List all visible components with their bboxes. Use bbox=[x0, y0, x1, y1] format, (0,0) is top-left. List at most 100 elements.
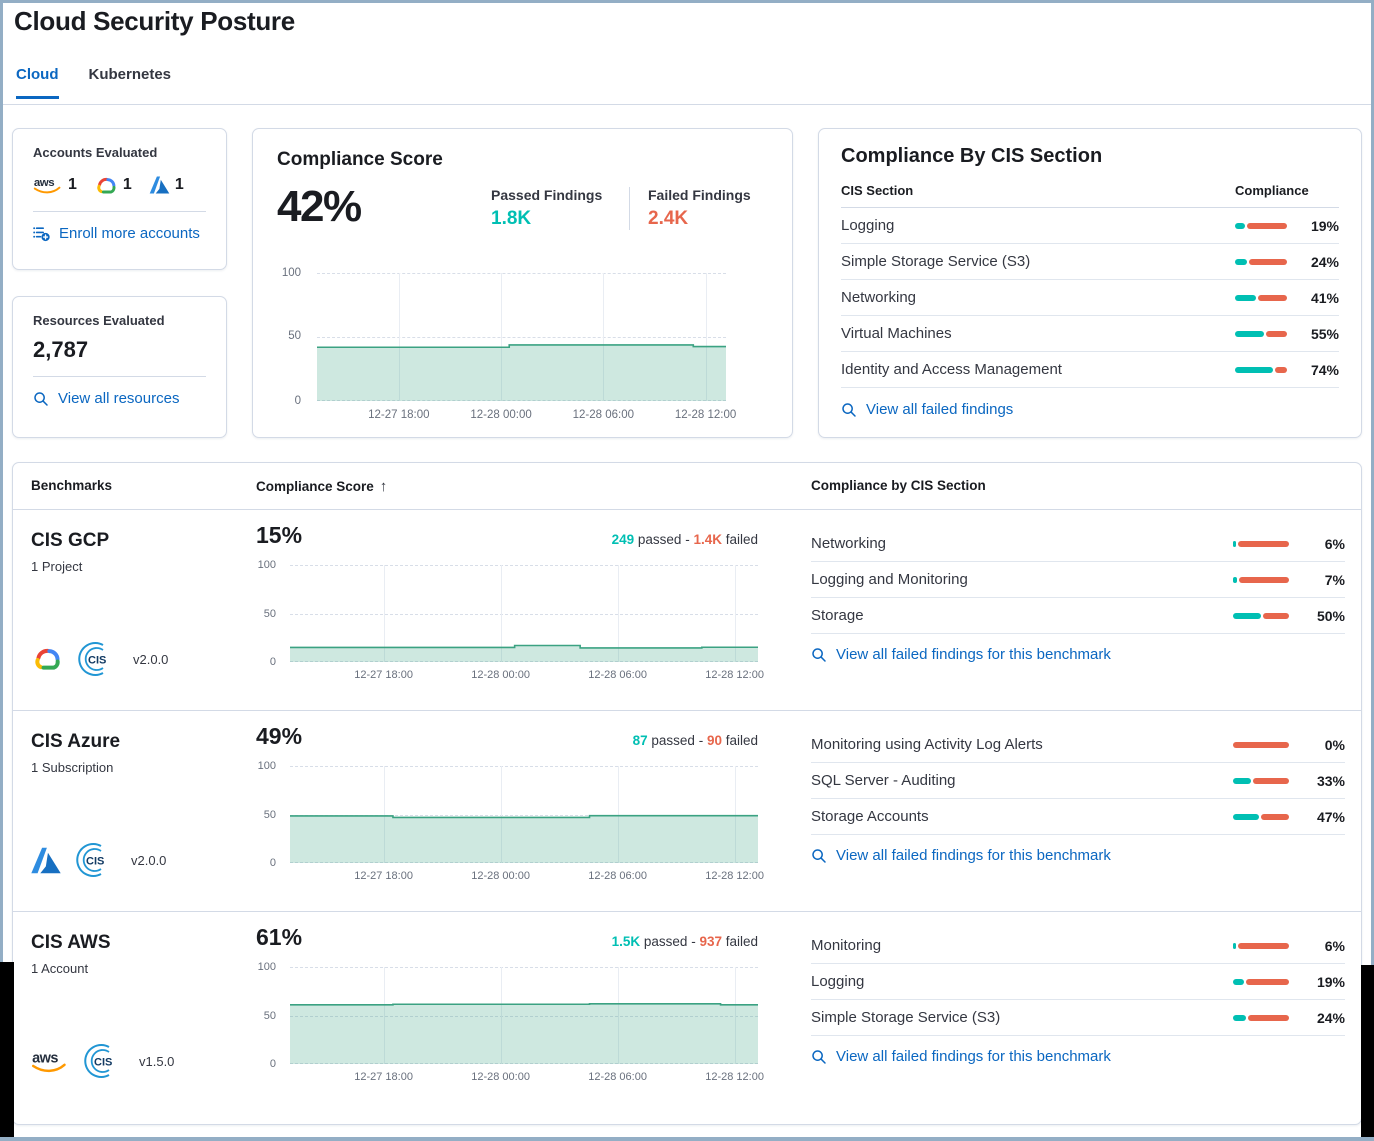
benchmark-score-value: 61% bbox=[256, 924, 303, 950]
view-benchmark-findings-link[interactable]: View all failed findings for this benchm… bbox=[811, 646, 1345, 663]
tab-cloud[interactable]: Cloud bbox=[16, 66, 59, 99]
benchmark-row-cis-aws: CIS AWS 1 Account aws CIS v1.5.0 61% 1.5… bbox=[13, 912, 1361, 1128]
compliance-bar bbox=[1233, 813, 1289, 820]
svg-text:CIS: CIS bbox=[88, 655, 106, 667]
benchmark-score-chart: 100 50 0 12-27 18:00 12-28 00:00 12-28 06:00… bbox=[257, 559, 764, 681]
cis-logo: CIS bbox=[78, 642, 106, 676]
resources-evaluated-card: Resources Evaluated 2,787 View all resou… bbox=[12, 296, 227, 438]
benchmark-version: v2.0.0 bbox=[131, 852, 167, 868]
benchmark-section-row: Logging and Monitoring 7% bbox=[811, 562, 1345, 598]
aws-count: 1 bbox=[68, 176, 77, 193]
enroll-more-accounts-link[interactable]: Enroll more accounts bbox=[33, 225, 206, 242]
screen-black-edge-left bbox=[0, 962, 14, 1141]
cis-section-row: Logging 19% bbox=[841, 208, 1339, 244]
benchmark-name: CIS Azure bbox=[31, 731, 121, 752]
col-compliance-score-sort[interactable]: Compliance Score ↑ bbox=[256, 478, 387, 495]
view-benchmark-findings-link[interactable]: View all failed findings for this benchm… bbox=[811, 1048, 1345, 1065]
col-benchmarks: Benchmarks bbox=[31, 478, 113, 493]
benchmark-subtitle: 1 Account bbox=[31, 961, 89, 976]
enroll-accounts-icon bbox=[33, 227, 50, 242]
search-icon bbox=[812, 647, 826, 662]
svg-text:CIS: CIS bbox=[94, 1057, 112, 1069]
benchmark-section-row: Storage 50% bbox=[811, 598, 1345, 634]
area-series bbox=[290, 967, 758, 1064]
view-all-resources-link[interactable]: View all resources bbox=[33, 390, 206, 407]
compliance-bar bbox=[1235, 258, 1287, 265]
compliance-bar bbox=[1233, 777, 1289, 784]
azure-icon bbox=[149, 176, 170, 194]
gcp-icon bbox=[35, 648, 60, 670]
gcp-count: 1 bbox=[122, 176, 132, 193]
tabs-divider bbox=[0, 104, 1374, 105]
cis-logo: CIS bbox=[84, 1044, 112, 1078]
resources-evaluated-value: 2,787 bbox=[33, 337, 89, 362]
gcp-icon bbox=[97, 177, 116, 193]
benchmarks-table: Benchmarks Compliance Score ↑ Compliance … bbox=[12, 462, 1362, 1125]
aws-account-count: aws 1 bbox=[33, 175, 77, 195]
card-divider bbox=[33, 211, 206, 212]
passed-findings-stat: Passed Findings 1.8K bbox=[491, 187, 611, 230]
benchmark-name-block: CIS GCP 1 Project bbox=[31, 530, 109, 574]
svg-text:aws: aws bbox=[32, 1050, 58, 1066]
benchmark-logos: CIS v2.0.0 bbox=[31, 841, 166, 879]
compliance-bar bbox=[1235, 330, 1287, 337]
benchmark-row-cis-azure: CIS Azure 1 Subscription CIS v2.0.0 49% … bbox=[13, 711, 1361, 912]
benchmark-passed-failed: 1.5K passed - 937 failed bbox=[611, 934, 758, 949]
compliance-bar bbox=[1233, 741, 1289, 748]
tab-bar: Cloud Kubernetes bbox=[16, 66, 171, 99]
col-cis-section: CIS Section bbox=[841, 183, 914, 198]
azure-icon bbox=[31, 847, 61, 873]
benchmark-version: v1.5.0 bbox=[139, 1053, 175, 1069]
cis-card-title: Compliance By CIS Section bbox=[841, 145, 1103, 167]
benchmark-section-row: Simple Storage Service (S3) 24% bbox=[811, 1000, 1345, 1036]
benchmark-score-chart: 100 50 0 12-27 18:00 12-28 00:00 12-28 06:00… bbox=[257, 760, 764, 882]
score-area: 42% Passed Findings 1.8K Failed Findings… bbox=[277, 171, 768, 263]
page-title: Cloud Security Posture bbox=[14, 6, 295, 36]
svg-text:aws: aws bbox=[34, 177, 54, 189]
search-icon bbox=[812, 1049, 826, 1064]
cis-section-row: Virtual Machines 55% bbox=[841, 316, 1339, 352]
benchmark-name: CIS GCP bbox=[31, 530, 110, 551]
compliance-score-card: Compliance Score 42% Passed Findings 1.8… bbox=[252, 128, 793, 438]
x-axis-labels: 12-27 18:00 12-28 00:00 12-28 06:00 12-28 … bbox=[368, 409, 737, 421]
benchmark-subtitle: 1 Project bbox=[31, 559, 83, 574]
sort-ascending-icon: ↑ bbox=[379, 478, 388, 495]
benchmark-row-cis-gcp: CIS GCP 1 Project CIS v2.0.0 15% bbox=[13, 510, 1361, 711]
benchmark-logos: CIS v2.0.0 bbox=[31, 640, 168, 678]
search-icon bbox=[812, 848, 826, 863]
findings-stats: Passed Findings 1.8K Failed Findings 2.4… bbox=[491, 187, 768, 230]
failed-findings-value: 2.4K bbox=[648, 208, 689, 229]
col-compliance-by-cis-section: Compliance by CIS Section bbox=[811, 478, 986, 493]
window-frame-bottom bbox=[0, 1137, 1374, 1141]
passed-findings-value: 1.8K bbox=[491, 208, 532, 229]
view-benchmark-findings-link[interactable]: View all failed findings for this benchm… bbox=[811, 847, 1345, 864]
card-divider bbox=[33, 376, 206, 377]
compliance-bar bbox=[1233, 1014, 1289, 1021]
benchmark-section-row: SQL Server - Auditing 33% bbox=[811, 763, 1345, 799]
chart-plot bbox=[317, 273, 726, 401]
benchmark-section-row: Networking 6% bbox=[811, 526, 1345, 562]
compliance-bar bbox=[1233, 576, 1289, 583]
compliance-bar bbox=[1233, 540, 1289, 547]
passed-findings-label: Passed Findings bbox=[491, 187, 603, 203]
area-series bbox=[290, 766, 758, 863]
cis-table-header: CIS Section Compliance bbox=[841, 183, 1339, 208]
view-all-failed-findings-label: View all failed findings bbox=[866, 401, 1014, 418]
benchmark-subtitle: 1 Subscription bbox=[31, 760, 114, 775]
screen-black-edge-right bbox=[1361, 965, 1374, 1141]
benchmark-logos: aws CIS v1.5.0 bbox=[31, 1042, 174, 1080]
view-all-failed-findings-link[interactable]: View all failed findings bbox=[841, 401, 1339, 418]
y-axis-labels: 100 50 0 bbox=[281, 267, 301, 407]
benchmarks-table-header: Benchmarks Compliance Score ↑ Compliance … bbox=[13, 463, 1361, 510]
azure-account-count: 1 bbox=[149, 176, 184, 194]
compliance-score-value: 42% bbox=[277, 182, 362, 231]
tab-kubernetes[interactable]: Kubernetes bbox=[88, 66, 172, 83]
compliance-bar bbox=[1235, 222, 1287, 229]
enroll-more-accounts-label: Enroll more accounts bbox=[59, 225, 200, 242]
compliance-bar bbox=[1233, 978, 1289, 985]
search-icon bbox=[34, 391, 48, 406]
benchmark-version: v2.0.0 bbox=[133, 651, 169, 667]
compliance-score-chart: 100 50 0 12-27 18:00 12-28 00:00 12-28 06… bbox=[277, 267, 768, 423]
benchmark-name-block: CIS Azure 1 Subscription bbox=[31, 731, 120, 775]
